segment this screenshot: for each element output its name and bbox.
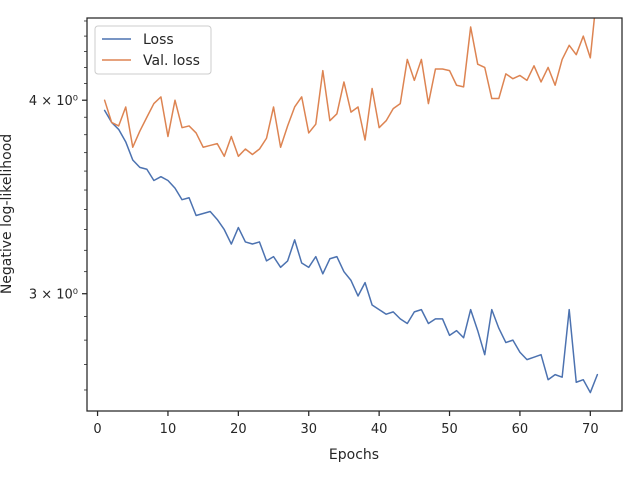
legend-label-1: Val. loss xyxy=(143,53,200,69)
y-tick-label: 3 × 10⁰ xyxy=(29,288,78,303)
plot-lines xyxy=(103,18,599,394)
legend-label-0: Loss xyxy=(143,32,174,48)
series-line-0 xyxy=(103,109,599,394)
x-tick-label: 40 xyxy=(371,422,388,437)
series-line-1 xyxy=(103,18,596,158)
x-axis-label: Epochs xyxy=(329,447,379,463)
x-tick-label: 0 xyxy=(93,422,101,437)
legend-box xyxy=(94,25,212,75)
x-tick-label: 10 xyxy=(160,422,177,437)
x-tick-label: 50 xyxy=(441,422,458,437)
x-tick-label: 70 xyxy=(582,422,599,437)
y-axis: 3 × 10⁰ 4 × 10⁰ xyxy=(29,20,87,391)
legend: Loss Val. loss xyxy=(94,25,212,75)
plot-frame xyxy=(86,17,623,412)
y-tick-label: 4 × 10⁰ xyxy=(29,94,78,109)
x-tick-label: 60 xyxy=(512,422,529,437)
x-tick-label: 20 xyxy=(230,422,247,437)
x-tick-label: 30 xyxy=(300,422,317,437)
y-axis-label: Negative log-likelihood xyxy=(0,134,15,294)
x-axis: 0 10 20 30 40 50 60 70 xyxy=(93,411,599,437)
